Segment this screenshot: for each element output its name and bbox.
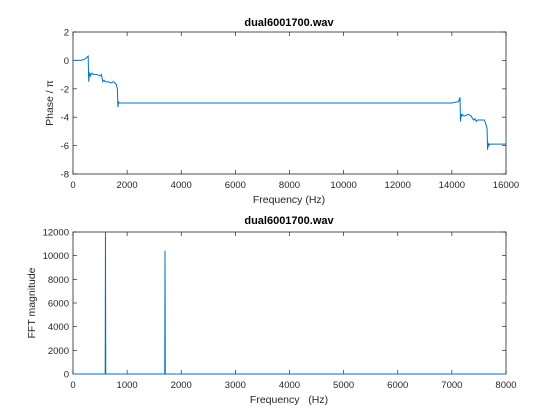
fft-y-ticks: 0 2000 4000 6000 8000 10000 12000 [43,228,506,381]
fft-x-ticks: 0 1000 2000 3000 4000 5000 6000 7000 8000 [70,232,517,391]
fft-x-tick-label-6: 6000 [387,380,408,391]
fft-x-tick-label-4: 4000 [279,380,300,391]
fft-y-tick-label-3: 6000 [48,299,69,310]
fft-x-tick-label-8: 8000 [495,380,516,391]
fft-y-axis-label: FFT magnitude [26,267,38,338]
phase-x-tick-label-0: 0 [70,180,75,191]
fft-x-tick-label-1: 1000 [117,380,138,391]
fft-x-tick-label-5: 5000 [333,380,354,391]
fft-x-tick-label-2: 2000 [171,380,192,391]
phase-x-axis-label: Frequency (Hz) [253,194,325,206]
phase-y-tick-label-1: 0 [64,56,69,67]
phase-x-tick-label-3: 6000 [225,180,246,191]
fft-series-group [73,231,506,375]
fft-series-line-0 [73,231,506,375]
fft-plot-area [72,231,507,375]
fft-chart-title: dual6001700.wav [244,215,334,227]
fft-x-tick-label-0: 0 [70,380,75,391]
fft-y-tick-label-4: 8000 [48,275,69,286]
phase-y-tick-label-4: -6 [61,141,69,152]
phase-y-tick-label-0: 2 [64,28,69,39]
phase-x-tick-label-8: 16000 [493,180,519,191]
phase-y-tick-label-2: -2 [61,84,69,95]
phase-x-tick-label-4: 8000 [279,180,300,191]
phase-y-tick-label-5: -8 [61,170,69,181]
fft-y-tick-label-2: 4000 [48,322,69,333]
phase-y-tick-label-3: -4 [61,113,69,124]
fft-y-tick-label-0: 0 [64,370,69,381]
phase-x-tick-label-6: 12000 [385,180,411,191]
fft-y-tick-label-1: 2000 [48,346,69,357]
phase-x-tick-label-5: 10000 [330,180,356,191]
phase-x-tick-label-2: 4000 [171,180,192,191]
fft-x-tick-label-7: 7000 [441,380,462,391]
phase-series-group [73,54,506,150]
phase-y-axis-label: Phase / π [44,80,56,126]
fft-y-tick-label-6: 12000 [43,228,69,239]
fft-x-axis-label: Frequency (Hz) [250,394,328,406]
fft-y-tick-label-5: 10000 [43,251,69,262]
phase-x-tick-label-7: 14000 [439,180,465,191]
phase-x-ticks: 0 2000 4000 6000 8000 10000 12000 14000 16000 [70,32,519,191]
phase-series-line-0 [73,54,506,150]
phase-subplot: dual6001700.wav 0 2000 4000 6000 8000 10000 12… [44,17,519,206]
fft-x-tick-label-3: 3000 [225,380,246,391]
phase-x-tick-label-1: 2000 [117,180,138,191]
phase-chart-title: dual6001700.wav [244,17,334,29]
fft-subplot: dual6001700.wav 0 1000 2000 3000 4000 5000 600… [26,215,517,406]
phase-y-ticks: 2 0 -2 -4 -6 -8 [61,28,506,181]
